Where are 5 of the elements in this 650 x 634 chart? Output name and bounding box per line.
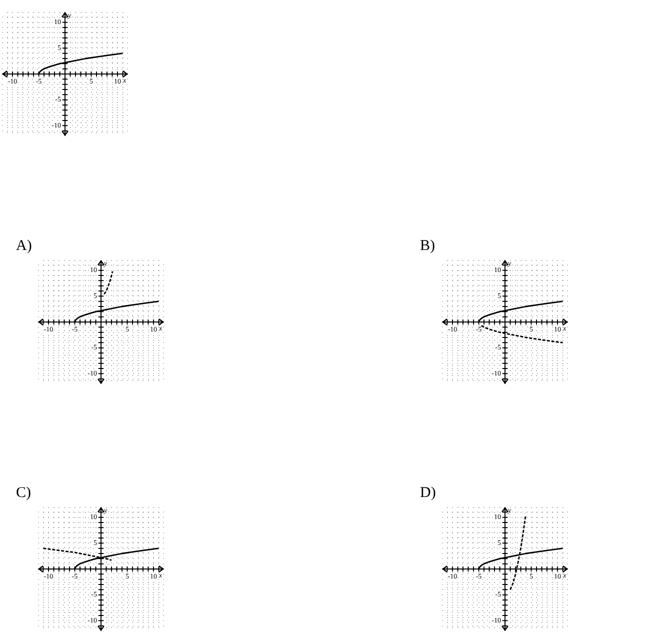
chart-title: A) (16, 238, 32, 255)
chart-title: D) (420, 485, 436, 502)
chart-title: B) (420, 238, 435, 255)
chart-title: C) (16, 485, 31, 502)
line-series (103, 270, 114, 295)
